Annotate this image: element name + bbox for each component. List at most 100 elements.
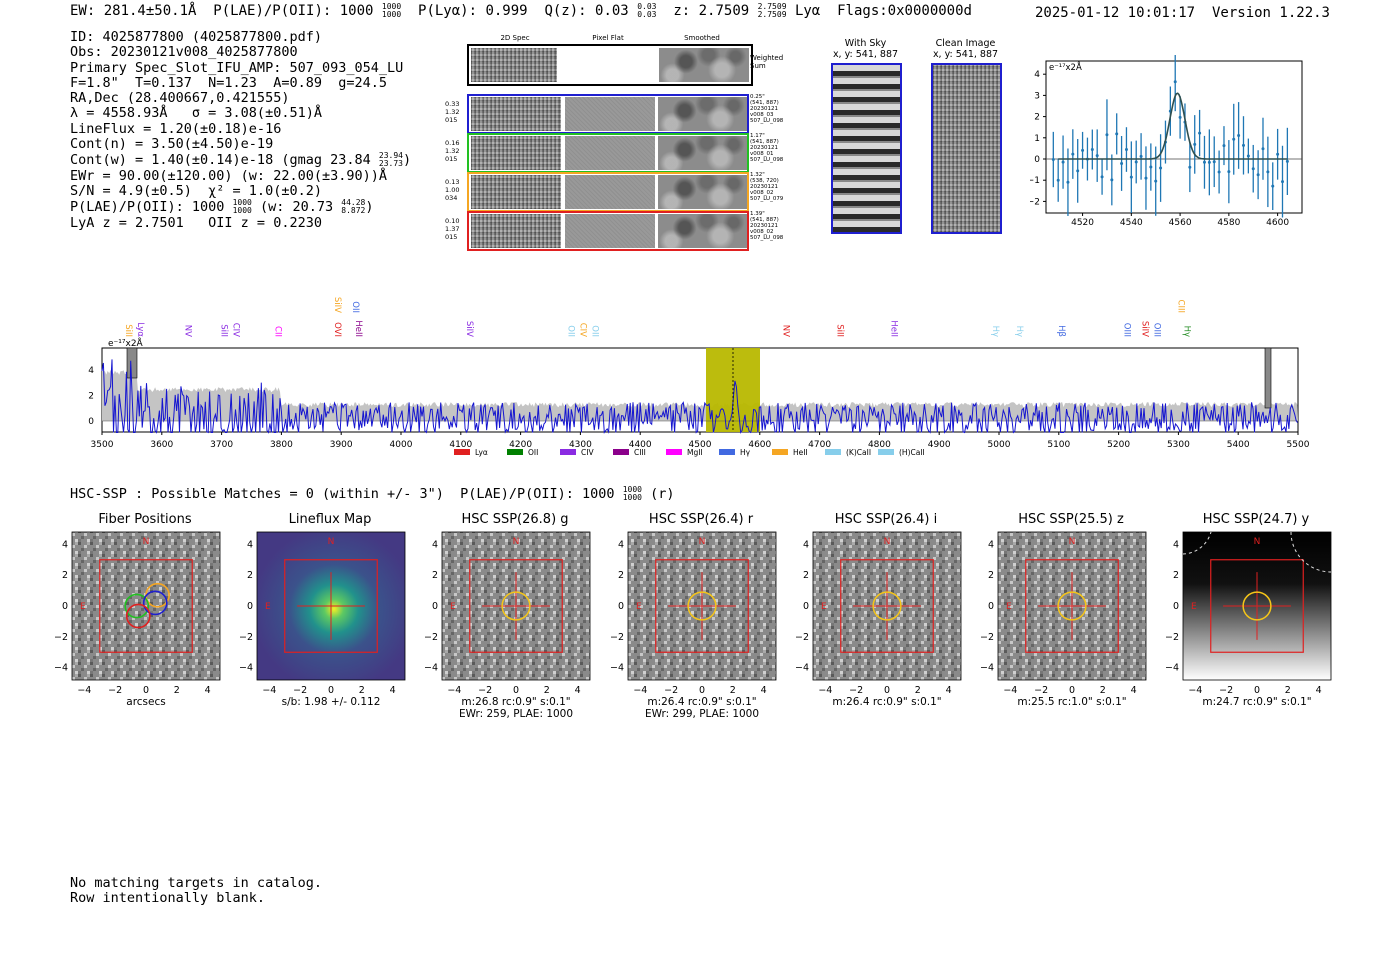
zoom-data-point	[1276, 152, 1280, 156]
cutout-panel: Fiber Positions N E 4 2 0 −2 −4 −4 −2 0 2 4 arcsecs	[42, 512, 228, 727]
with-sky-title: With Sky x, y: 541, 887	[832, 38, 899, 60]
spectrum-yticks: 4 2 0	[88, 366, 94, 427]
crosshair	[1038, 572, 1106, 640]
cutout-panel: Lineflux Map N E 4 2 0 −2 −4 −4 −2 0 2 4 s/b: 1.98 +/…	[227, 512, 413, 727]
emission-line-label: CIV	[231, 323, 241, 337]
col-title-2dspec: 2D Spec	[500, 34, 530, 42]
cutout-ytick-label: 4	[247, 539, 253, 550]
spectrum-flux-line	[101, 359, 1298, 434]
legend-swatch	[719, 449, 735, 455]
cutout-xtick-label: 0	[513, 685, 519, 696]
spec2d-cutout	[471, 97, 561, 131]
zoom-data-point	[1173, 80, 1177, 84]
crosshair	[1223, 572, 1291, 640]
cutout-xtick-label: 0	[1254, 685, 1260, 696]
cutout-xtick-label: 4	[390, 685, 396, 696]
zoom-data-point	[1051, 158, 1055, 162]
aperture-circle	[872, 591, 902, 621]
cutout-title: HSC SSP(26.4) r	[648, 512, 754, 527]
compass-east: E	[450, 602, 456, 612]
zoom-data-point	[1256, 173, 1260, 177]
spectrum-xtick-label: 3800	[270, 440, 293, 450]
cutout-ytick-label: −4	[795, 663, 809, 674]
cutout-ytick-label: 0	[247, 601, 253, 612]
zoom-data-point	[1251, 167, 1255, 171]
spectrum-xtick-label: 4300	[569, 440, 592, 450]
smoothed-cutout	[658, 97, 747, 131]
emission-line-label: SiII	[835, 324, 845, 337]
cutout-caption: s/b: 1.98 +/- 0.112	[257, 696, 405, 708]
fiber-circle	[142, 590, 168, 616]
cutout-panel: HSC SSP(26.4) i N E 4 2 0 −2 −4 −4 −2 0 2 4 m:26.4 rc…	[783, 512, 969, 727]
cutout-caption: m:26.4 rc:0.9" s:0.1"	[813, 696, 961, 708]
cutout-xtick-label: 4	[575, 685, 581, 696]
footer-line-1: No matching targets in catalog.	[70, 875, 322, 891]
cutout-xtick-label: −2	[293, 685, 307, 696]
emission-line-label: Hγ	[1181, 326, 1191, 337]
cutout-xtick-label: 4	[1131, 685, 1137, 696]
zoom-ytick-label: 3	[1034, 91, 1040, 101]
cutout-panel: HSC SSP(26.4) r N E 4 2 0 −2 −4 −4 −2 0 2 4 m:26.4 rc…	[598, 512, 784, 727]
plya-value: P(Lyα): 0.999	[418, 3, 528, 19]
legend-swatch	[825, 449, 841, 455]
version-label: Version 1.22.3	[1211, 5, 1330, 21]
footer-line-2: Row intentionally blank.	[70, 890, 266, 906]
zoom-xticks: 4520 4540 4560 4580 4600	[1071, 213, 1289, 228]
cutout-xtick-label: −2	[664, 685, 678, 696]
cutout-xtick-label: 0	[328, 685, 334, 696]
aperture-circle	[687, 591, 717, 621]
with-sky-image	[831, 63, 902, 234]
info-lineflux: LineFlux = 1.20(±0.18)e-16	[70, 120, 282, 137]
cutout-xtick-label: −4	[262, 685, 276, 696]
cutout-xtick-label: −2	[1034, 685, 1048, 696]
info-primary: Primary Spec_Slot_IFU_AMP: 507_093_054_L…	[70, 59, 404, 76]
spectrum-xticks: 3500 3600 3700 3800 3900 4000 4100 4200 4300 4400…	[91, 432, 1310, 450]
cutout-ytick-label: −4	[239, 663, 253, 674]
zoom-data-point	[1105, 133, 1109, 137]
legend-label: OII	[528, 448, 538, 457]
compass-east: E	[636, 602, 642, 612]
spectrum-xtick-label: 4900	[928, 440, 951, 450]
compass-north: N	[699, 537, 706, 547]
legend-label: (H)CaII	[899, 448, 925, 457]
spec2d-cutout	[471, 175, 561, 209]
zoom-data-point	[1134, 160, 1138, 164]
legend-label: Lyα	[475, 448, 488, 457]
spec2d-row-notes: 1.17" (541, 887) 20230121 v008_01 507_LU_098	[750, 133, 784, 163]
spec2d-row-values: 0.33 1.32 015	[445, 100, 460, 124]
info-id: ID: 4025877800 (4025877800.pdf)	[70, 29, 322, 45]
zoom-data-point	[1149, 165, 1153, 169]
cutout-xtick-label: 2	[174, 685, 180, 696]
spectrum-xtick-label: 4800	[868, 440, 891, 450]
hsc-summary: HSC-SSP : Possible Matches = 0 (within +…	[70, 485, 675, 503]
spec2d-row-frame	[467, 211, 749, 251]
zoom-xtick-label: 4580	[1217, 218, 1240, 228]
spec2d-row-frame	[467, 172, 749, 212]
spectrum-xtick-label: 4400	[629, 440, 652, 450]
emission-line-label: OII	[565, 325, 575, 337]
spectrum-xtick-label: 4000	[390, 440, 413, 450]
spec2d-row-notes: 1.32" (538, 720) 20230121 v008_02 507_LU_079	[750, 172, 784, 202]
spectrum-ylabel: e⁻¹⁷x2Å	[108, 337, 144, 349]
zoom-data-point	[1120, 161, 1124, 165]
cutout-caption-line-1: m:25.5 rc:1.0" s:0.1"	[1017, 696, 1127, 708]
legend-swatch	[454, 449, 470, 455]
smoothed-cutout	[658, 214, 747, 248]
crosshair	[482, 572, 550, 640]
pixel-flat-cutout	[565, 136, 655, 170]
cutout-xtick-label: −4	[77, 685, 91, 696]
compass-east: E	[1191, 602, 1197, 612]
search-box	[1025, 559, 1119, 653]
cutout-title: HSC SSP(25.5) z	[1018, 512, 1124, 527]
cutout-image: N E 4 2 0 −2 −4 −4 −2 0 2 4	[795, 531, 962, 696]
cutout-title: HSC SSP(26.8) g	[461, 512, 569, 527]
cutout-panel: HSC SSP(26.8) g N E 4 2 0 −2 −4 −4 −2 0 2 4 m:26.8 rc…	[412, 512, 598, 727]
spec2d-panel: 2D Spec Pixel Flat Smoothed Weighted Sum…	[440, 32, 790, 257]
zoom-data-point	[1115, 132, 1119, 136]
zoom-data-point	[1178, 115, 1182, 119]
zoom-gaussian-fit	[1058, 92, 1288, 160]
spectrum-xtick-label: 3600	[150, 440, 173, 450]
zoom-ytick-label: 0	[1034, 155, 1040, 165]
cutout-xtick-label: −2	[478, 685, 492, 696]
